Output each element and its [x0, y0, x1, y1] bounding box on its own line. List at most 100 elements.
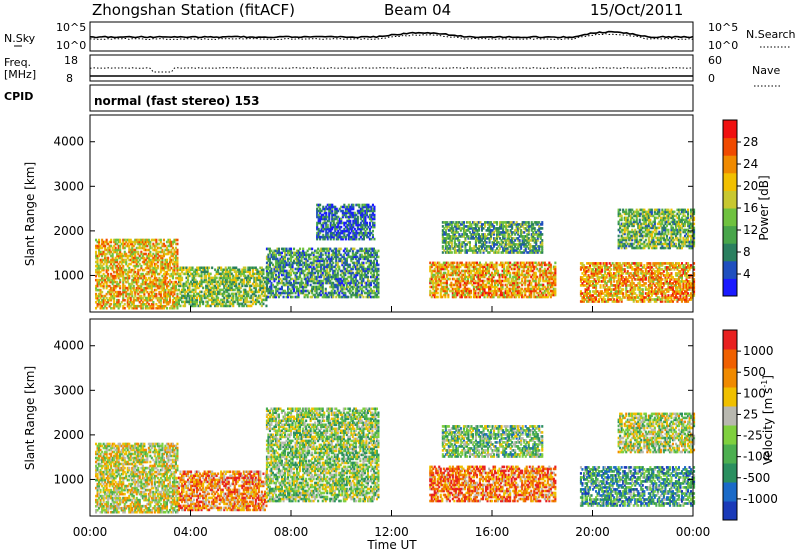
- power-cell-1: [184, 288, 187, 292]
- power-cell-1: [182, 286, 185, 290]
- power-cell-0: [114, 304, 117, 308]
- power-cell-0: [113, 294, 116, 298]
- power-cell-0: [117, 240, 120, 244]
- power-cell-0: [158, 254, 161, 258]
- power-cell-0: [113, 276, 116, 280]
- power-cell-0: [153, 282, 156, 286]
- power-cell-0: [117, 254, 120, 258]
- power-cell-0: [138, 240, 141, 244]
- power-cell-0: [101, 240, 104, 244]
- power-cell-0: [167, 248, 170, 252]
- power-cell-2: [324, 287, 327, 291]
- power-cell-0: [98, 238, 101, 242]
- power-cell-1: [190, 304, 193, 308]
- power-cell-0: [176, 270, 179, 274]
- power-cell-3: [373, 205, 376, 209]
- power-cell-0: [158, 290, 161, 294]
- power-cell-0: [174, 266, 177, 270]
- power-cell-0: [171, 272, 174, 276]
- power-cell-0: [161, 250, 164, 254]
- power-cell-0: [153, 264, 156, 268]
- power-cell-0: [162, 286, 165, 290]
- power-cell-0: [129, 252, 132, 256]
- power-cell-0: [137, 296, 140, 300]
- power-cell-0: [176, 306, 179, 310]
- power-cell-1: [205, 278, 208, 282]
- power-cell-0: [125, 286, 128, 290]
- power-cell-0: [111, 294, 114, 298]
- power-cell-0: [128, 302, 131, 306]
- power-cell-1: [191, 296, 194, 300]
- power-cell-0: [117, 304, 120, 308]
- power-cell-0: [126, 298, 129, 302]
- power-cell-0: [95, 278, 98, 282]
- power-cell-0: [164, 262, 167, 266]
- power-cell-0: [167, 294, 170, 298]
- power-cell-0: [171, 276, 174, 280]
- power-cell-1: [197, 266, 200, 270]
- power-cell-0: [173, 282, 176, 286]
- power-cell-1: [211, 292, 214, 296]
- power-cell-1: [184, 300, 187, 304]
- power-cell-1: [194, 282, 197, 286]
- power-cell-1: [199, 296, 202, 300]
- power-cell-0: [114, 294, 117, 298]
- power-cell-0: [161, 256, 164, 260]
- power-cell-1: [214, 280, 217, 284]
- power-cell-0: [176, 248, 179, 252]
- power-cell-1: [212, 300, 215, 304]
- power-cell-0: [141, 300, 144, 304]
- power-cell-0: [99, 306, 102, 310]
- power-cell-0: [119, 292, 122, 296]
- power-cell-0: [174, 280, 177, 284]
- power-cell-0: [174, 258, 177, 262]
- power-cell-0: [113, 260, 116, 264]
- power-cell-1: [185, 290, 188, 294]
- power-cell-0: [138, 262, 141, 266]
- power-cell-0: [98, 302, 101, 306]
- power-cell-0: [134, 266, 137, 270]
- power-cell-0: [159, 256, 162, 260]
- power-cell-0: [173, 256, 176, 260]
- power-cell-0: [144, 304, 147, 308]
- power-cell-0: [123, 278, 126, 282]
- power-cell-0: [134, 276, 137, 280]
- power-cell-0: [170, 266, 173, 270]
- power-cell-0: [141, 242, 144, 246]
- power-cell-0: [123, 258, 126, 262]
- power-cell-0: [164, 274, 167, 278]
- power-cell-0: [176, 250, 179, 254]
- power-cell-5: [485, 241, 488, 244]
- power-cell-0: [171, 246, 174, 250]
- power-cell-0: [164, 294, 167, 298]
- power-cell-0: [147, 252, 150, 256]
- nave-tick-bottom: 0: [708, 72, 715, 85]
- power-cell-0: [137, 276, 140, 280]
- power-cell-0: [132, 298, 135, 302]
- power-cell-0: [162, 290, 165, 294]
- power-cell-0: [122, 294, 125, 298]
- power-cell-1: [191, 304, 194, 308]
- power-cell-0: [129, 300, 132, 304]
- power-cell-1: [215, 298, 218, 302]
- power-cell-0: [122, 272, 125, 276]
- power-cell-1: [208, 284, 211, 288]
- power-cell-0: [161, 248, 164, 252]
- power-cell-0: [102, 302, 105, 306]
- power-cell-0: [165, 306, 168, 310]
- power-cell-0: [149, 298, 152, 302]
- power-cell-0: [171, 252, 174, 256]
- power-cell-0: [108, 304, 111, 308]
- power-cell-0: [138, 268, 141, 272]
- power-cell-0: [153, 262, 156, 266]
- power-cell-0: [95, 252, 98, 256]
- power-cell-1: [191, 294, 194, 298]
- power-cell-1: [202, 268, 205, 272]
- power-cell-0: [147, 306, 150, 310]
- power-cell-1: [187, 270, 190, 274]
- power-cell-0: [137, 270, 140, 274]
- power-cell-0: [171, 270, 174, 274]
- power-cell-0: [173, 266, 176, 270]
- power-cell-0: [134, 264, 137, 268]
- power-cell-0: [126, 274, 129, 278]
